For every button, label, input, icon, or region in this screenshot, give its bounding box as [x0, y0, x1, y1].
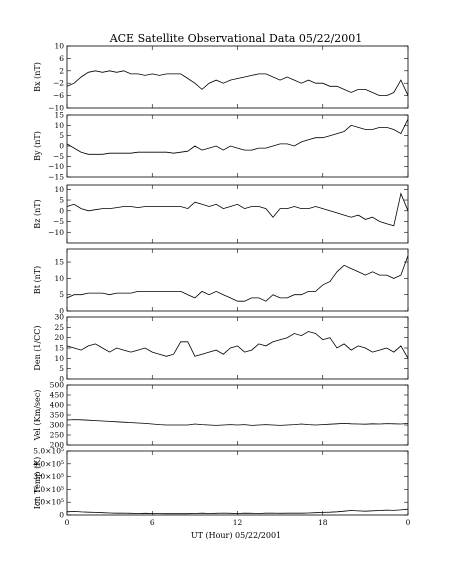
series-line	[66, 70, 409, 96]
y-tick-label: −15	[48, 173, 64, 182]
y-tick-label: −2	[53, 79, 64, 88]
series-line	[66, 118, 409, 155]
y-tick-label: 350	[50, 411, 65, 420]
y-tick-label: −10	[48, 104, 64, 113]
y-axis-label: Ion Temp (K)	[33, 457, 42, 510]
y-tick-label: 6	[59, 54, 64, 63]
y-axis-label: Bz (nT)	[33, 199, 42, 228]
y-tick-label: 200	[50, 441, 65, 450]
y-tick-label: 1.0×10⁵	[33, 498, 64, 507]
panel-frame	[66, 316, 409, 380]
x-axis-label: UT (Hour) 05/22/2001	[191, 531, 281, 540]
panel-frame	[66, 384, 409, 446]
y-axis-label: Bx (nT)	[33, 62, 42, 92]
y-tick-label: −5	[53, 152, 64, 161]
y-tick-label: 30	[54, 313, 64, 322]
panel-1: 10 6 2 −2 −6 −10 Bx (nT)	[33, 42, 409, 113]
y-tick-label: 0	[59, 375, 64, 384]
y-axis-label: By (nT)	[33, 131, 42, 161]
panel-4: 15 10 5 0 Bt (nT)	[33, 248, 409, 316]
y-tick-label: 0	[59, 142, 64, 151]
y-tick-label: 15	[54, 258, 64, 267]
y-tick-label: 250	[50, 431, 65, 440]
series-line	[66, 419, 409, 426]
y-tick-label: 0	[59, 511, 64, 520]
y-tick-label: 10	[54, 354, 64, 363]
y-tick-label: −5	[53, 217, 64, 226]
x-tick-label: 0	[406, 518, 411, 527]
chart-title: ACE Satellite Observational Data 05/22/2…	[109, 32, 363, 45]
x-tick-label: 18	[318, 518, 328, 527]
series-line	[66, 331, 409, 359]
panel-frame	[66, 450, 409, 516]
y-tick-label: 0	[59, 206, 64, 215]
y-tick-label: 25	[54, 323, 64, 332]
y-tick-label: 20	[54, 333, 64, 342]
y-tick-label: 10	[54, 274, 64, 283]
x-tick-label: 0	[65, 518, 70, 527]
series-line	[66, 192, 409, 227]
y-tick-label: 5	[59, 290, 64, 299]
y-tick-label: 3.0×10⁵	[33, 472, 64, 481]
panel-frame	[66, 184, 409, 244]
y-tick-label: 5	[59, 196, 64, 205]
panel-frame	[66, 45, 409, 109]
panel-7: 5.0×10⁵ 4.0×10⁵ 3.0×10⁵ 2.0×10⁵ 1.0×10⁵ 0 Ion …	[33, 447, 409, 520]
y-tick-label: 2.0×10⁵	[33, 485, 64, 494]
panel-frame	[66, 248, 409, 312]
y-tick-label: 5.0×10⁵	[33, 447, 64, 456]
y-tick-label: 2	[59, 66, 64, 75]
panel-frame	[66, 114, 409, 178]
y-tick-label: 10	[54, 42, 64, 51]
x-tick-label: 6	[150, 518, 155, 527]
y-tick-label: 500	[50, 381, 65, 390]
y-axis-label: Bt (nT)	[33, 266, 42, 294]
y-tick-label: 0	[59, 307, 64, 316]
y-tick-label: 5	[59, 364, 64, 373]
y-tick-label: 5	[59, 131, 64, 140]
y-tick-label: 10	[54, 185, 64, 194]
series-line	[66, 255, 409, 302]
series-line	[66, 508, 409, 515]
y-tick-label: 4.0×10⁵	[33, 459, 64, 468]
y-tick-label: 450	[50, 391, 65, 400]
y-tick-label: 15	[54, 111, 64, 120]
x-tick-label: 12	[233, 518, 243, 527]
y-tick-label: 15	[54, 344, 64, 353]
y-tick-label: −10	[48, 228, 64, 237]
y-tick-label: 400	[50, 401, 65, 410]
y-axis-label: Den (1/CC)	[33, 325, 42, 370]
y-tick-label: 10	[54, 121, 64, 130]
y-tick-label: 300	[50, 421, 65, 430]
y-tick-label: −10	[48, 162, 64, 171]
panel-3: 10 50 −5 −10 Bz (nT)	[33, 184, 409, 244]
y-tick-label: −6	[53, 91, 64, 100]
y-axis-label: Vel (Km/sec)	[33, 390, 42, 442]
